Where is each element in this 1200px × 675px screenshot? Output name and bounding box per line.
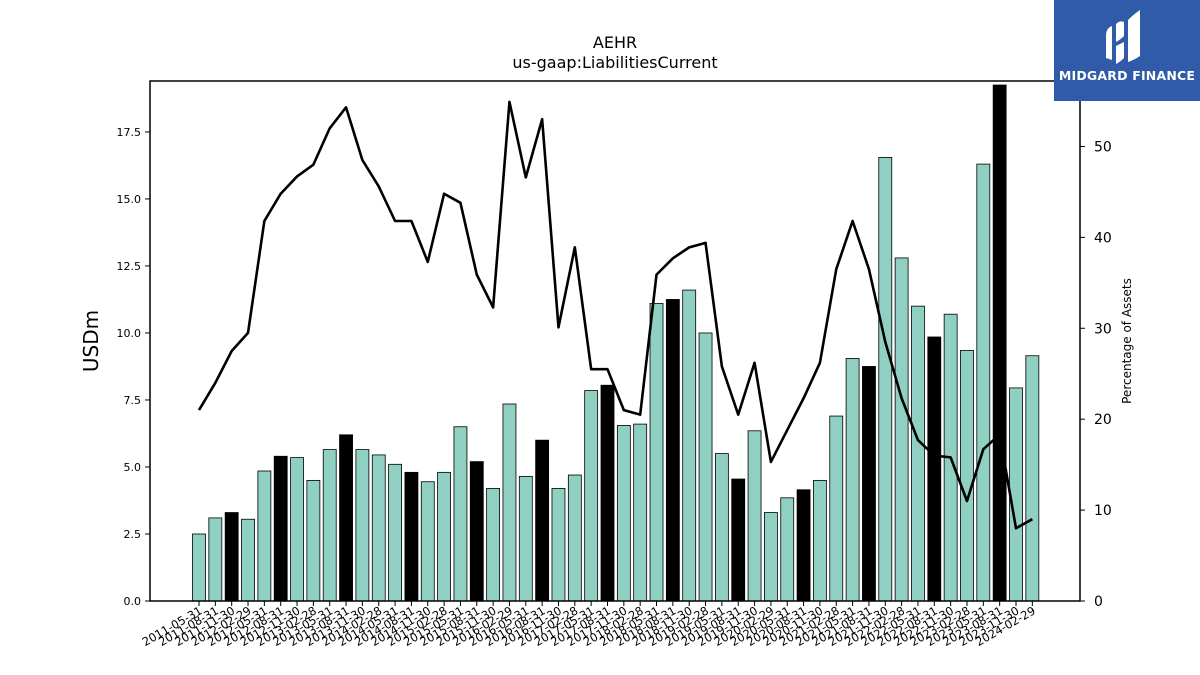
bar bbox=[665, 299, 680, 602]
bar bbox=[714, 453, 729, 602]
chart-subtitle: us-gaap:LiabilitiesCurrent bbox=[512, 53, 717, 72]
bar bbox=[437, 471, 452, 602]
bar bbox=[453, 426, 468, 602]
bar bbox=[404, 471, 419, 602]
y2-tick-label: 40 bbox=[1094, 230, 1112, 246]
bars-layer bbox=[192, 84, 1040, 602]
bar bbox=[813, 479, 827, 602]
plot-frame bbox=[149, 80, 1081, 602]
y2-tick-label: 10 bbox=[1094, 503, 1112, 519]
bar bbox=[1025, 355, 1040, 602]
y-tick-label: 17.5 bbox=[117, 126, 142, 139]
y-tick-label: 0.0 bbox=[124, 595, 142, 608]
bar bbox=[192, 533, 206, 602]
y2-axis-label: Percentage of Assets bbox=[1120, 278, 1134, 404]
bar bbox=[600, 384, 615, 602]
y2-tick-label: 30 bbox=[1094, 321, 1112, 337]
bar bbox=[420, 481, 435, 602]
bar bbox=[878, 156, 893, 602]
y-tick-label: 7.5 bbox=[124, 394, 142, 407]
brand-logo-text: MIDGARD FINANCE bbox=[1058, 68, 1196, 83]
y-tick-label: 10.0 bbox=[117, 327, 142, 340]
bar bbox=[992, 84, 1007, 602]
chart-title: AEHR bbox=[593, 33, 637, 52]
bar bbox=[290, 457, 304, 602]
bar bbox=[551, 488, 566, 602]
bar bbox=[306, 479, 321, 602]
y2-tick-label: 20 bbox=[1094, 412, 1112, 428]
bar bbox=[911, 305, 925, 602]
y2-tick-label: 50 bbox=[1094, 139, 1112, 155]
bar bbox=[224, 512, 239, 602]
bar bbox=[780, 497, 795, 602]
y-tick-label: 15.0 bbox=[117, 193, 142, 206]
bar bbox=[682, 289, 697, 602]
y-tick-label: 12.5 bbox=[117, 260, 142, 273]
bar bbox=[469, 461, 484, 602]
bar bbox=[535, 439, 550, 602]
bar bbox=[616, 425, 631, 602]
y-tick-label: 2.5 bbox=[124, 528, 142, 541]
bar bbox=[518, 475, 533, 602]
bar bbox=[976, 163, 991, 602]
bar bbox=[339, 434, 353, 602]
y-axis-label: USDm bbox=[79, 310, 103, 372]
bar bbox=[829, 415, 844, 602]
bar bbox=[927, 336, 942, 602]
bar bbox=[633, 423, 648, 602]
bar bbox=[273, 455, 288, 602]
bar bbox=[208, 517, 223, 602]
bar bbox=[960, 349, 974, 602]
bar bbox=[584, 390, 599, 602]
y-tick-label: 5.0 bbox=[124, 461, 142, 474]
bar bbox=[241, 518, 255, 602]
bar bbox=[502, 403, 517, 602]
y2-tick-label: 0 bbox=[1094, 594, 1103, 610]
bar bbox=[698, 332, 713, 602]
line-layer bbox=[197, 100, 1033, 530]
percentage-line bbox=[197, 100, 1033, 530]
bar bbox=[796, 489, 811, 602]
brand-logo: MIDGARD FINANCE bbox=[1054, 0, 1200, 101]
bar bbox=[371, 454, 386, 602]
bar bbox=[845, 358, 860, 602]
bar bbox=[355, 449, 370, 602]
bar bbox=[322, 449, 337, 602]
midgard-logo-icon bbox=[1106, 10, 1140, 64]
bar bbox=[764, 512, 778, 602]
bar bbox=[486, 488, 501, 602]
bar bbox=[567, 474, 582, 602]
bar bbox=[894, 257, 909, 602]
bar bbox=[388, 463, 402, 602]
bar bbox=[649, 303, 664, 602]
bar bbox=[257, 470, 272, 602]
bar bbox=[862, 366, 876, 602]
bar bbox=[731, 478, 746, 602]
bar bbox=[747, 430, 762, 602]
bar bbox=[1009, 387, 1023, 602]
